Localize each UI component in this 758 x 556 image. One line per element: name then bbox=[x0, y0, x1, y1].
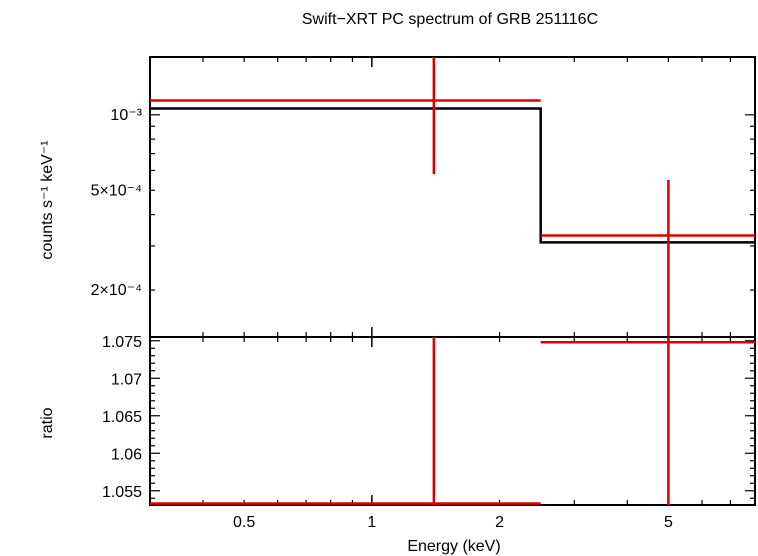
bottom-plot-frame bbox=[149, 336, 756, 506]
bottom-y-tick-label: 1.075 bbox=[102, 334, 142, 351]
bottom-y-tick-label: 1.07 bbox=[111, 371, 142, 388]
bottom-y-tick-label: 1.06 bbox=[111, 446, 142, 463]
top-plot-frame bbox=[149, 56, 756, 338]
ratio-panel: 0.5 1 2 5 1.075 1.07 1.065 1.06 1.055 bbox=[102, 334, 756, 531]
model-step-line bbox=[150, 107, 755, 244]
top-y-tick-label: 5×10⁻⁴ bbox=[91, 182, 142, 199]
x-tick-label: 0.5 bbox=[233, 514, 255, 531]
top-y-tick-label: 10⁻³ bbox=[110, 107, 142, 124]
bottom-y-tick-label: 1.055 bbox=[102, 484, 142, 501]
bottom-y-axis-label: ratio bbox=[39, 407, 56, 438]
chart-title: Swift−XRT PC spectrum of GRB 251116C bbox=[302, 11, 598, 28]
bottom-y-tick-label: 1.065 bbox=[102, 409, 142, 426]
top-y-tick-label: 2×10⁻⁴ bbox=[91, 282, 142, 299]
x-axis-label: Energy (keV) bbox=[407, 538, 500, 555]
top-y-axis-label: counts s⁻¹ keV⁻¹ bbox=[39, 140, 56, 259]
spectrum-panel: 10⁻³ 5×10⁻⁴ 2×10⁻⁴ bbox=[91, 56, 756, 338]
x-tick-label: 1 bbox=[367, 514, 376, 531]
x-tick-label: 5 bbox=[664, 514, 673, 531]
x-tick-label: 2 bbox=[495, 514, 504, 531]
